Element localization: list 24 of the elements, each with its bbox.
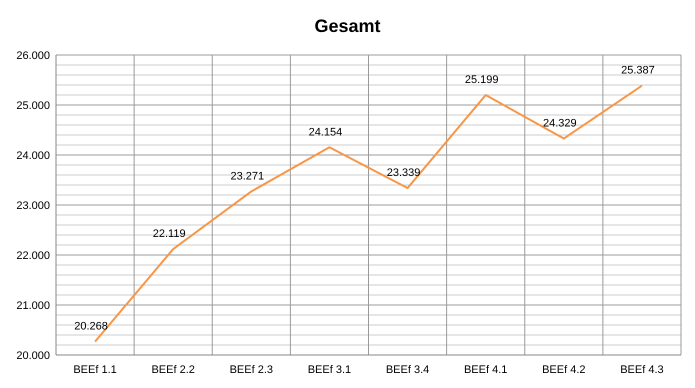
data-label: 25.387 <box>621 64 655 77</box>
data-label: 24.154 <box>308 126 342 138</box>
x-tick-label: BEEf 2.3 <box>230 364 274 376</box>
x-tick-label: BEEf 4.1 <box>464 364 508 376</box>
data-label: 25.199 <box>464 74 499 86</box>
y-tick-label: 26.000 <box>16 50 50 62</box>
data-label: 20.268 <box>74 320 108 333</box>
x-tick-label: BEEf 3.1 <box>308 364 352 376</box>
x-tick-label: BEEf 4.2 <box>542 364 586 376</box>
data-label: 23.271 <box>230 170 264 182</box>
data-label: 24.329 <box>542 118 577 130</box>
data-label: 22.119 <box>152 228 186 240</box>
y-tick-label: 22.000 <box>16 250 50 262</box>
x-tick-label: BEEf 1.1 <box>73 364 117 376</box>
x-tick-label: BEEf 2.2 <box>151 364 195 376</box>
y-tick-label: 24.000 <box>16 150 50 162</box>
x-tick-label: BEEf 4.3 <box>620 364 664 376</box>
x-tick-label: BEEf 3.4 <box>386 364 430 376</box>
data-label: 23.339 <box>386 167 420 180</box>
y-tick-label: 21.000 <box>16 300 50 312</box>
y-tick-label: 25.000 <box>16 100 50 112</box>
chart-title: Gesamt <box>314 16 381 36</box>
y-tick-label: 20.000 <box>16 350 50 362</box>
y-tick-label: 23.000 <box>16 200 50 212</box>
